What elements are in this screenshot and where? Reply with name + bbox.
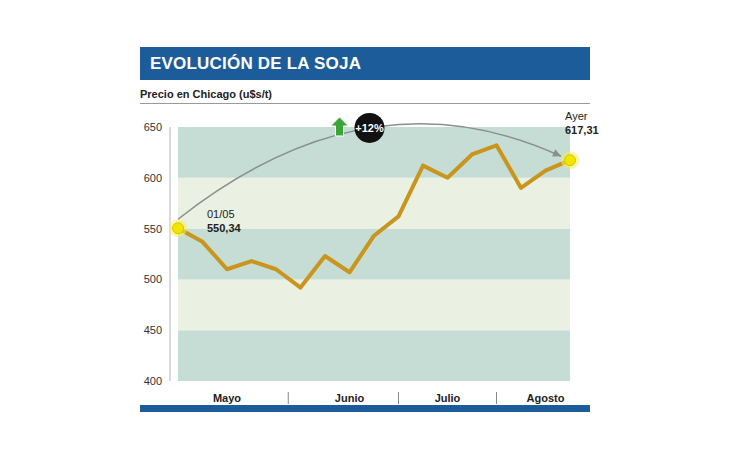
html-text:Precio en Chicago (u$s/t): Precio en Chicago (u$s/t) [140,88,272,100]
svg-text:Ayer: Ayer [565,110,588,122]
svg-text:550,34: 550,34 [207,222,242,234]
svg-text:617,31: 617,31 [565,124,599,136]
html-text:EVOLUCIÓN DE LA SOJA: EVOLUCIÓN DE LA SOJA [150,54,362,73]
svg-text:500: 500 [144,273,162,285]
svg-text:Agosto: Agosto [527,392,565,404]
svg-text:Junio: Junio [335,392,365,404]
svg-text:600: 600 [144,172,162,184]
svg-text:Julio: Julio [435,392,461,404]
svg-text:+12%: +12% [355,122,384,134]
svg-text:01/05: 01/05 [207,208,235,220]
svg-text:550: 550 [144,223,162,235]
svg-text:400: 400 [144,375,162,387]
svg-text:650: 650 [144,121,162,133]
svg-text:Mayo: Mayo [213,392,241,404]
svg-text:450: 450 [144,324,162,336]
